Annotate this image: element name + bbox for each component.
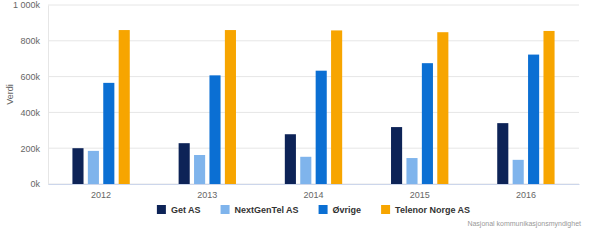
tick-label: 2015 [410,190,430,200]
bar [88,151,99,184]
y-axis: 0k 200k 400k 600k 800k 1 000k [13,0,49,189]
tick: 2015 [410,184,430,200]
series [103,55,539,184]
tick: 0k [30,179,48,189]
bar [103,83,114,184]
bar [513,160,524,184]
grid-line [48,5,579,6]
bar [391,127,402,184]
x-axis: 2012 2013 2014 2015 2016 [49,184,580,200]
legend-swatch [221,205,230,214]
grid [48,5,579,184]
legend-swatch [319,205,328,214]
tick-label: 800k [20,36,40,46]
axis-title: Verdi [5,84,15,105]
bar [285,134,296,184]
bar [209,75,220,184]
bar [72,148,83,184]
tick-label: 2012 [91,190,111,200]
plot-area: 0k 200k 400k 600k 800k 1 000k 2012 2013 2014 2015… [13,0,580,200]
chart: 0k 200k 400k 600k 800k 1 000k 2012 2013 2014 2015… [0,0,591,231]
legend-item: NextGenTel AS [221,205,299,215]
tick-label: 2013 [197,190,217,200]
tick: 200k [20,144,48,154]
tick: 400k [20,108,48,118]
axis-line [49,184,580,185]
tick-label: 2016 [516,190,536,200]
tick: 800k [20,36,48,46]
bar [119,30,130,184]
tick: 1 000k [13,0,48,10]
legend-item: Telenor Norge AS [381,205,470,215]
legend-swatch [157,205,166,214]
bar [179,143,190,184]
legend-item: Øvrige [319,205,362,215]
tick-label: 1 000k [13,0,41,10]
series [119,30,555,184]
legend: Get AS NextGenTel AS Øvrige Telenor Norge A… [157,205,470,215]
tick: 2014 [303,184,323,200]
series [88,151,524,184]
bar [497,123,508,184]
legend-label: Get AS [171,205,201,215]
tick-label: 200k [20,144,40,154]
bar [331,30,342,184]
tick: 600k [20,72,48,82]
bar [406,158,417,184]
tick-label: 400k [20,108,40,118]
bars [72,30,554,184]
tick: 2012 [91,184,111,200]
legend-label: Øvrige [333,205,362,215]
bar [528,55,539,184]
legend-label: NextGenTel AS [235,205,299,215]
bar [300,157,311,184]
bar [194,155,205,184]
bar [437,32,448,184]
tick-label: 600k [20,72,40,82]
bar [225,30,236,184]
tick: 2016 [516,184,536,200]
legend-item: Get AS [157,205,201,215]
axis-line [48,6,49,185]
legend-label: Telenor Norge AS [395,205,470,215]
tick: 2013 [197,184,217,200]
bar [543,31,554,184]
bar [422,63,433,184]
tick-label: 0k [30,179,40,189]
bar [316,71,327,184]
source: Nasjonal kommunikasjonsmyndighet [467,220,581,228]
legend-swatch [381,205,390,214]
tick-label: 2014 [303,190,323,200]
